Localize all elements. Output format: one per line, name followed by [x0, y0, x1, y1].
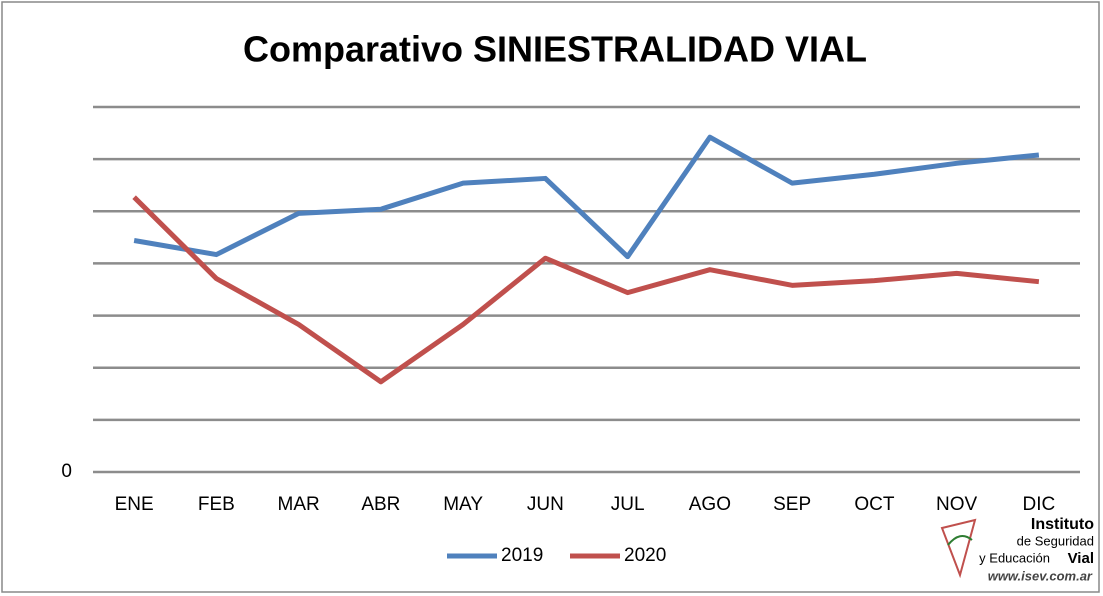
x-tick-label: ENE [115, 494, 154, 515]
legend-label: 2019 [501, 545, 543, 566]
x-tick-label: ABR [361, 494, 400, 515]
x-tick-label: DIC [1023, 494, 1056, 515]
line-series [132, 195, 1040, 385]
x-tick-label: NOV [936, 494, 978, 515]
y-tick-label: 0 [61, 461, 72, 482]
x-tick-label: FEB [198, 494, 235, 515]
logo-url: www.isev.com.ar [988, 568, 1093, 583]
logo-text: Instituto [1031, 516, 1094, 533]
legend-label: 2020 [624, 545, 666, 566]
logo-mark [947, 535, 973, 546]
logo-text: y Educación [979, 550, 1050, 565]
logo-text: Vial [1068, 550, 1094, 567]
x-tick-label: JUN [527, 494, 564, 515]
logo-mark [940, 518, 977, 579]
line-series [133, 134, 1040, 260]
x-tick-label: JUL [611, 494, 645, 515]
x-tick-label: MAY [443, 494, 483, 515]
x-tick-label: SEP [773, 494, 811, 515]
chart-title: Comparativo SINIESTRALIDAD VIAL [243, 29, 867, 70]
x-tick-label: AGO [689, 494, 731, 515]
x-tick-label: OCT [854, 494, 895, 515]
logo-text: de Seguridad [1017, 533, 1094, 548]
x-tick-label: MAR [278, 494, 320, 515]
logo: Instituto de Seguridad y Educación Vial … [940, 516, 1094, 583]
